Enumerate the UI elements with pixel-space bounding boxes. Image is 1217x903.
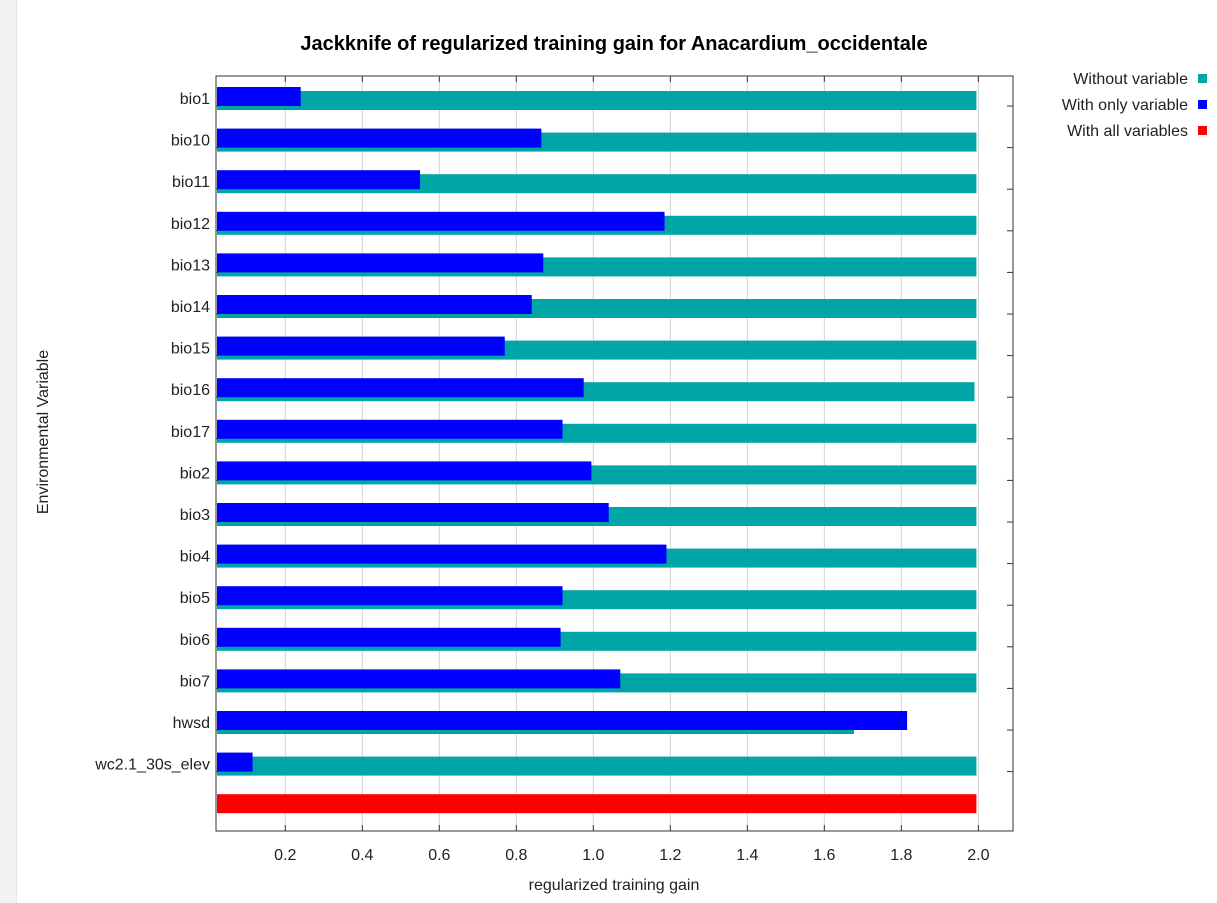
bar-with-only-variable (217, 128, 542, 148)
bar-with-only-variable (217, 586, 563, 606)
category-label: bio7 (180, 673, 210, 690)
x-tick-label: 2.0 (967, 847, 989, 864)
x-tick-label: 0.2 (274, 847, 296, 864)
category-label: bio6 (180, 632, 210, 649)
bar-with-only-variable (217, 87, 301, 106)
category-label: bio10 (171, 133, 210, 150)
legend-swatch (1198, 74, 1207, 83)
legend-label: With all variables (1067, 123, 1188, 140)
bar-without-variable (217, 756, 977, 776)
bar-without-variable (217, 91, 977, 110)
category-label: bio2 (180, 465, 210, 482)
legend-label: With only variable (1062, 97, 1188, 114)
category-label: bio12 (171, 216, 210, 233)
legend-swatch (1198, 126, 1207, 135)
category-label: bio16 (171, 382, 210, 399)
bar-with-only-variable (217, 336, 505, 356)
category-label: hwsd (173, 715, 210, 732)
category-label: bio17 (171, 424, 210, 441)
legend: Without variable With only variable With a… (1062, 71, 1207, 140)
bar-with-only-variable (217, 752, 253, 772)
bar-with-only-variable (217, 419, 563, 439)
x-tick-label: 1.2 (659, 847, 681, 864)
category-label: bio13 (171, 257, 210, 274)
bar-with-only-variable (217, 544, 667, 564)
y-axis-label: Environmental Variable (35, 350, 52, 514)
x-axis-label: regularized training gain (529, 877, 700, 894)
x-tick-label: 0.8 (505, 847, 527, 864)
bar-with-only-variable (217, 503, 609, 522)
bar-with-only-variable (217, 711, 908, 730)
bar-with-only-variable (217, 295, 532, 314)
bar-with-only-variable (217, 669, 621, 689)
bar-with-only-variable (217, 253, 544, 273)
category-label: bio5 (180, 590, 210, 607)
bar-with-only-variable (217, 170, 421, 190)
x-tick-label: 1.0 (582, 847, 604, 864)
category-label: bio1 (180, 91, 210, 108)
category-label: bio14 (171, 299, 210, 316)
ticks-layer: 0.2 0.4 0.6 0.8 1.0 1.2 1.4 1.6 1.8 2.0 (216, 76, 1013, 864)
bars-layer (217, 87, 977, 814)
legend-label: Without variable (1073, 71, 1188, 88)
x-tick-label: 1.6 (813, 847, 835, 864)
bar-with-only-variable (217, 378, 584, 398)
category-label: bio4 (180, 549, 210, 566)
bar-with-all-variables (217, 794, 977, 814)
category-label: bio11 (172, 174, 210, 191)
legend-swatch (1198, 100, 1207, 109)
category-label: bio15 (171, 341, 210, 358)
x-tick-label: 1.4 (736, 847, 758, 864)
category-label: wc2.1_30s_elev (94, 757, 210, 774)
plot-area (215, 75, 1014, 832)
category-labels: bio1 bio10 bio11 bio12 bio13 bio14 bio15 bio16 b… (94, 91, 210, 774)
x-tick-label: 1.8 (890, 847, 912, 864)
window-left-edge (0, 0, 17, 903)
grid-layer (284, 76, 979, 831)
chart-title: Jackknife of regularized training gain f… (300, 33, 927, 55)
category-label: bio3 (180, 507, 210, 524)
x-tick-label: 0.4 (351, 847, 373, 864)
bar-with-only-variable (217, 211, 665, 231)
bar-with-only-variable (217, 461, 592, 481)
x-tick-label: 0.6 (428, 847, 450, 864)
bar-with-only-variable (217, 627, 561, 647)
